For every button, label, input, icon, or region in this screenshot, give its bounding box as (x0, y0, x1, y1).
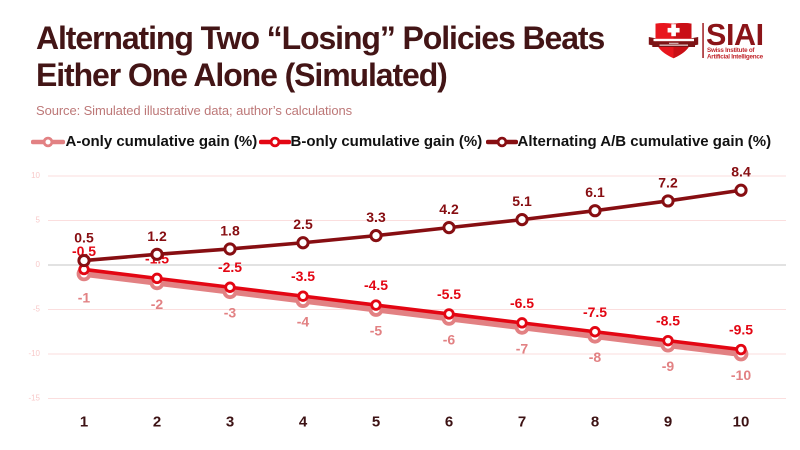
svg-text:-10: -10 (731, 367, 751, 383)
svg-text:-5: -5 (33, 305, 41, 314)
svg-text:-15: -15 (28, 394, 40, 403)
svg-text:6.1: 6.1 (585, 184, 605, 200)
svg-text:-5.5: -5.5 (437, 286, 461, 302)
svg-text:-9: -9 (662, 358, 675, 374)
svg-text:-1: -1 (78, 289, 91, 305)
svg-text:-4: -4 (297, 314, 310, 330)
svg-text:6: 6 (445, 414, 453, 431)
svg-text:2: 2 (153, 414, 161, 431)
svg-text:-8.5: -8.5 (656, 313, 680, 329)
svg-text:0: 0 (36, 260, 41, 269)
svg-text:-5: -5 (370, 323, 383, 339)
svg-text:-0.5: -0.5 (72, 243, 96, 259)
svg-text:7: 7 (518, 414, 526, 431)
svg-text:7.2: 7.2 (658, 174, 678, 190)
svg-text:-3.5: -3.5 (291, 268, 315, 284)
svg-text:8.4: 8.4 (731, 164, 751, 180)
svg-text:4: 4 (299, 414, 308, 431)
svg-text:2.5: 2.5 (293, 216, 313, 232)
svg-text:4.2: 4.2 (439, 201, 459, 217)
svg-text:Swiss Institute of: Swiss Institute of (707, 47, 755, 54)
svg-text:1.8: 1.8 (220, 223, 240, 239)
svg-text:-2: -2 (151, 296, 164, 312)
svg-text:3.3: 3.3 (366, 209, 386, 225)
svg-text:1: 1 (80, 414, 88, 431)
svg-text:-7: -7 (516, 340, 529, 356)
svg-text:-8: -8 (589, 349, 602, 365)
svg-text:-6.5: -6.5 (510, 295, 534, 311)
svg-text:-9.5: -9.5 (729, 322, 753, 338)
svg-text:9: 9 (664, 414, 672, 431)
svg-text:-10: -10 (28, 349, 40, 358)
svg-text:0.5: 0.5 (74, 230, 94, 246)
svg-text:5: 5 (372, 414, 380, 431)
svg-text:SIAI: SIAI (706, 18, 764, 52)
svg-text:10: 10 (733, 414, 750, 431)
svg-text:5.1: 5.1 (512, 193, 532, 209)
svg-text:-3: -3 (224, 305, 237, 321)
svg-text:1.2: 1.2 (147, 228, 167, 244)
svg-text:-6: -6 (443, 331, 456, 347)
svg-text:5: 5 (36, 216, 41, 225)
svg-text:8: 8 (591, 414, 599, 431)
svg-text:-7.5: -7.5 (583, 304, 607, 320)
svg-text:-2.5: -2.5 (218, 259, 242, 275)
svg-text:-4.5: -4.5 (364, 277, 388, 293)
svg-text:3: 3 (226, 414, 234, 431)
svg-text:10: 10 (31, 171, 40, 180)
svg-text:Artificial Intelligence: Artificial Intelligence (707, 54, 764, 61)
